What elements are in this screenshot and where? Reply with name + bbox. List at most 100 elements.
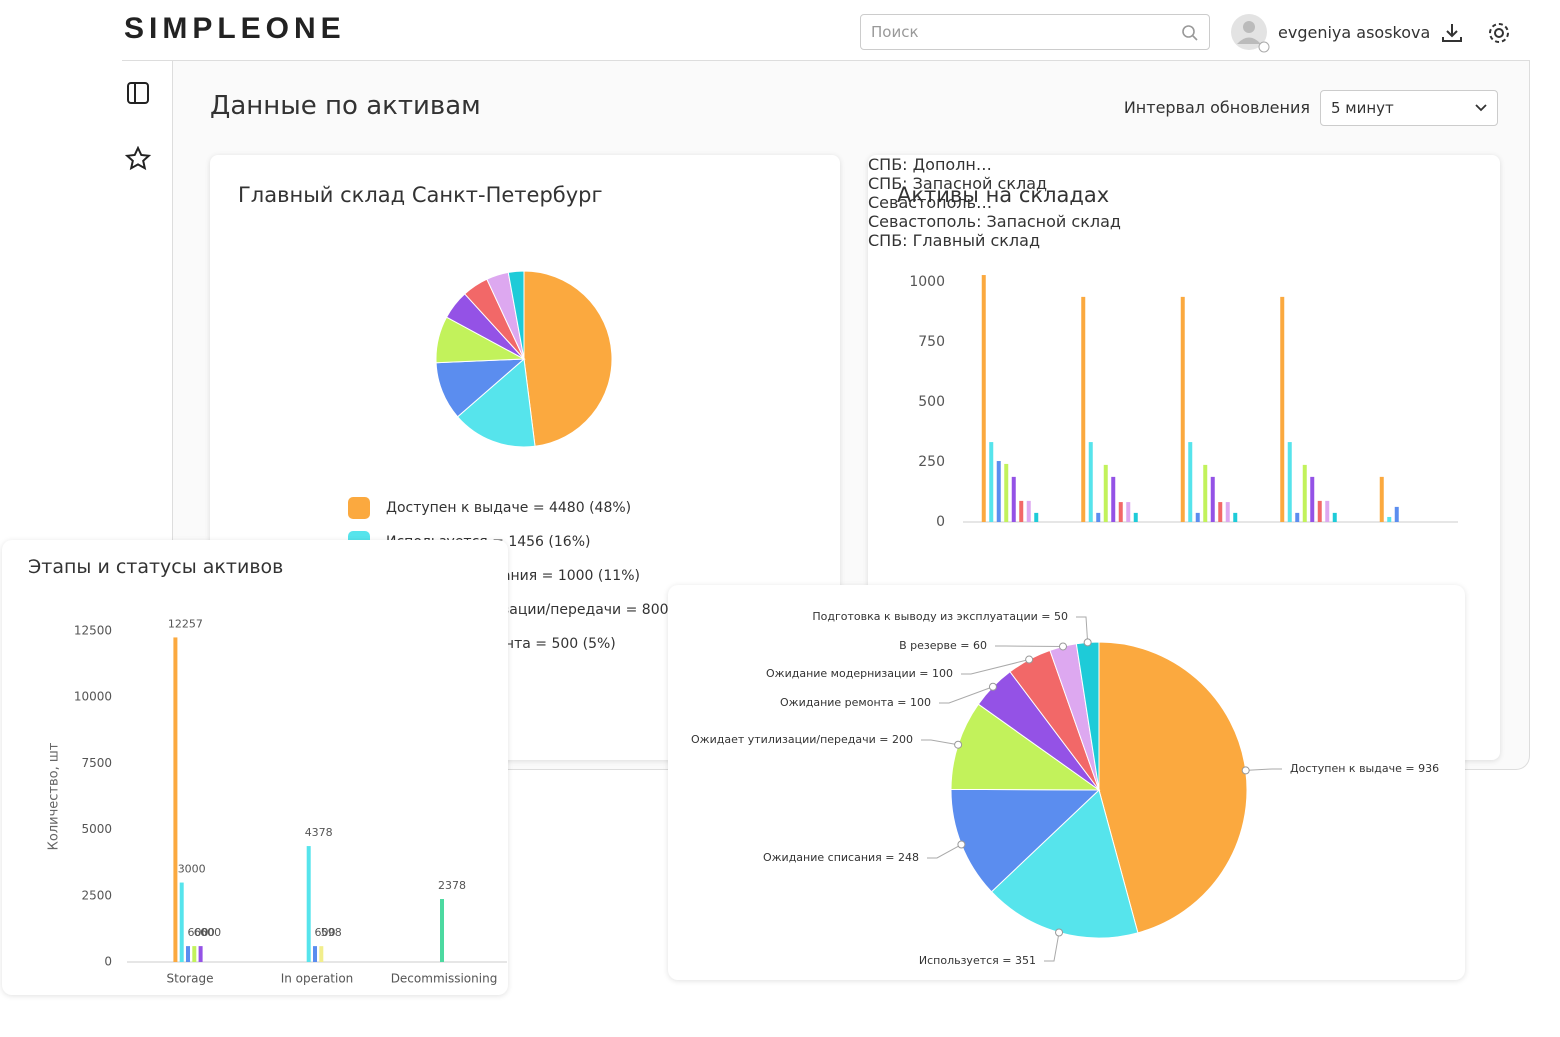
slice-label: Ожидает утилизации/передачи = 200 <box>691 733 913 746</box>
bar <box>1088 442 1093 522</box>
leader-anchor <box>1058 642 1067 651</box>
legend-label: Доступен к выдаче = 4480 (48%) <box>386 500 631 516</box>
bar <box>1118 502 1123 522</box>
data-label: 12257 <box>168 617 203 630</box>
data-label: 4378 <box>305 826 333 839</box>
bar <box>996 461 1001 522</box>
slice-label: Используется = 351 <box>919 954 1036 967</box>
bar <box>1394 506 1399 522</box>
search-placeholder: Поиск <box>871 23 919 41</box>
bar <box>440 899 444 962</box>
bar <box>1195 512 1200 522</box>
leader-anchor <box>1055 928 1064 937</box>
star-icon[interactable] <box>125 146 153 174</box>
search-box[interactable]: Поиск <box>860 14 1210 50</box>
y-axis-label: Количество, шт <box>47 742 62 850</box>
bar <box>1180 296 1185 522</box>
bar <box>1287 442 1292 522</box>
bar <box>1280 296 1285 522</box>
y-tick-label: 250 <box>918 454 945 470</box>
data-label: 2378 <box>438 879 466 892</box>
interval-label: Интервал обновления <box>1123 98 1310 117</box>
x-tick-label: Storage <box>167 972 214 986</box>
leader-anchor <box>1083 638 1092 647</box>
search-icon <box>1182 25 1198 41</box>
card-pie-status: Доступен к выдаче = 936 Используется = 35… <box>668 585 1465 980</box>
logo[interactable]: SIMPLEONE <box>124 12 346 45</box>
bar <box>1218 502 1223 522</box>
chart: 0 250 500 750 1000 <box>909 274 1458 530</box>
y-tick-label: 5000 <box>81 822 112 836</box>
bar <box>1004 463 1009 522</box>
bar <box>1387 516 1392 522</box>
slice-label: Подготовка к выводу из эксплуатации = 50 <box>812 610 1068 623</box>
bar <box>192 946 197 962</box>
slice-label: Ожидание модернизации = 100 <box>766 667 953 680</box>
legend-swatch <box>348 497 370 519</box>
page-title: Данные по активам <box>210 91 481 121</box>
chart: 0 2500 5000 7500 10000 12500 Количество, шт Sto… <box>47 617 507 986</box>
bar <box>198 946 203 962</box>
bar <box>1019 500 1024 522</box>
leader-anchor <box>988 682 997 691</box>
bar <box>1295 512 1300 522</box>
data-label: 600 <box>200 926 221 939</box>
interval-value: 5 минут <box>1331 99 1394 117</box>
slice-label: Ожидание ремонта = 100 <box>780 696 931 709</box>
bar <box>313 946 317 962</box>
bar <box>1103 464 1108 522</box>
interval-select[interactable]: 5 минут <box>1320 90 1498 126</box>
bar <box>1096 512 1101 522</box>
leader-anchor <box>957 840 966 849</box>
avatar[interactable] <box>1230 13 1272 55</box>
chart: Доступен к выдаче = 4480 (48%)Использует… <box>348 270 706 655</box>
x-tick-label: СПБ: Дополн… <box>868 155 992 174</box>
slice-label: В резерве = 60 <box>899 639 987 652</box>
pie-slice <box>523 270 613 447</box>
bar <box>1317 500 1322 522</box>
bar <box>1011 476 1016 522</box>
card-bar-stages: Этапы и статусы активов 0 2500 5000 7500 100… <box>2 540 508 995</box>
card-title: Активы на складах <box>897 183 1110 207</box>
y-tick-label: 500 <box>918 394 945 410</box>
bar <box>306 846 311 962</box>
pie-slice <box>456 358 536 448</box>
bar <box>173 637 178 962</box>
download-icon[interactable] <box>1440 21 1464 45</box>
slice-label: Доступен к выдаче = 936 <box>1290 762 1439 775</box>
settings-icon[interactable] <box>1486 20 1512 46</box>
pie-slice <box>507 270 525 360</box>
data-label: 600 <box>188 926 209 939</box>
x-tick-label: СПБ: Запасной склад <box>868 174 1048 193</box>
chart-area: 0 250 500 750 1000 СПБ: Дополн… СПБ: Запасной… <box>868 155 1500 575</box>
leader-anchor <box>954 740 963 749</box>
y-tick-label: 0 <box>936 514 945 530</box>
bar <box>1332 512 1337 522</box>
data-label: 598 <box>321 926 342 939</box>
bar <box>1081 296 1086 522</box>
y-tick-label: 12500 <box>74 624 112 638</box>
leader-line <box>1245 768 1282 771</box>
panel-icon[interactable] <box>126 81 152 107</box>
x-tick-label: Севастополь… <box>868 193 993 212</box>
user-name[interactable]: evgeniya asoskova <box>1278 23 1431 42</box>
bar <box>1034 512 1039 522</box>
leader-line <box>1076 616 1089 643</box>
slice-label: Ожидание списания = 248 <box>763 851 919 864</box>
bar <box>1233 512 1238 522</box>
leader-anchor <box>1025 655 1034 664</box>
bar <box>179 882 184 962</box>
bar <box>1310 476 1315 522</box>
bar <box>1188 442 1193 522</box>
data-label: 600 <box>315 926 336 939</box>
chevron <box>1475 104 1487 112</box>
leader-line <box>961 659 1030 675</box>
x-tick-label: СПБ: Главный склад <box>868 231 1041 250</box>
bar <box>1126 502 1131 522</box>
bar <box>1325 500 1330 522</box>
card-title: Этапы и статусы активов <box>28 556 284 578</box>
bar <box>981 275 986 522</box>
card-title: Главный склад Санкт-Петербург <box>238 183 603 207</box>
